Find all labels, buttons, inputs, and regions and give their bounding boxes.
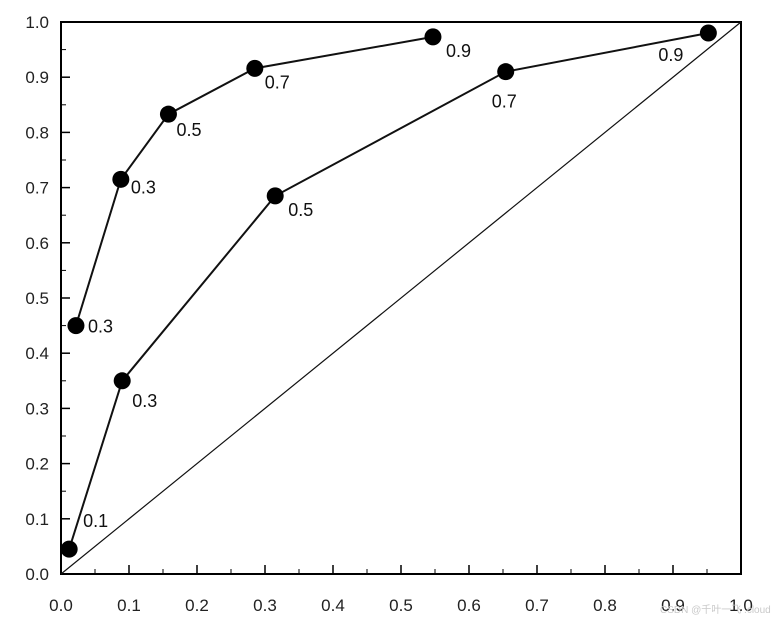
- data-label: 0.5: [176, 120, 201, 140]
- y-tick-label: 0.8: [25, 123, 49, 142]
- x-tick-label: 0.1: [117, 596, 141, 615]
- x-tick-label: 0.3: [253, 596, 277, 615]
- series-group: 0.3 0.3 0.5 0.7 0.9 0.1 0.3 0.5 0.7 0.9: [60, 24, 717, 558]
- x-tick-label: 0.0: [49, 596, 73, 615]
- y-tick-label: 0.6: [25, 234, 49, 253]
- x-tick-label: 0.2: [185, 596, 209, 615]
- y-tick-label: 0.5: [25, 289, 49, 308]
- data-label: 0.5: [288, 200, 313, 220]
- x-tick-label: 0.7: [525, 596, 549, 615]
- data-point: [67, 317, 85, 335]
- y-tick-label: 0.1: [25, 510, 49, 529]
- watermark: CSDN @千叶一飞 .cloud: [660, 604, 771, 616]
- data-point: [113, 372, 131, 390]
- data-point: [60, 540, 78, 558]
- data-label: 0.7: [492, 92, 517, 112]
- y-tick-label: 0.7: [25, 179, 49, 198]
- data-label: 0.9: [446, 41, 471, 61]
- y-tick-label: 0.9: [25, 68, 49, 87]
- reference-diagonal: [60, 21, 742, 575]
- data-label: 0.7: [265, 72, 290, 92]
- data-point: [497, 63, 515, 81]
- x-tick-label: 0.5: [389, 596, 413, 615]
- y-tick-label: 0.3: [25, 399, 49, 418]
- data-label: 0.3: [131, 177, 156, 197]
- data-point: [112, 170, 130, 188]
- data-label: 0.1: [83, 511, 108, 531]
- y-tick-label: 0.4: [25, 344, 49, 363]
- series-line: [75, 35, 434, 326]
- x-tick-label: 0.9: [661, 596, 685, 615]
- data-label: 0.9: [658, 45, 683, 65]
- axis-ticks: 0.0 0.1 0.2 0.3 0.4 0.5 0.6 0.7 0.8 0.9 1.00.00.10…: [25, 13, 752, 615]
- data-point: [159, 105, 177, 123]
- y-tick-label: 1.0: [25, 13, 49, 32]
- x-tick-label: 0.6: [457, 596, 481, 615]
- series-1: 0.3 0.3 0.5 0.7 0.9: [67, 28, 471, 337]
- data-point: [246, 59, 264, 77]
- y-tick-label: 0.2: [25, 455, 49, 474]
- series-2: 0.1 0.3 0.5 0.7 0.9: [60, 24, 717, 558]
- diagonal-reference-line: [60, 21, 742, 575]
- data-label: 0.3: [88, 317, 113, 337]
- data-point: [699, 24, 717, 42]
- x-tick-label: 0.8: [593, 596, 617, 615]
- data-label: 0.3: [132, 391, 157, 411]
- x-tick-label: 1.0: [729, 596, 753, 615]
- data-point: [424, 28, 442, 46]
- data-point: [266, 187, 284, 205]
- x-tick-label: 0.4: [321, 596, 345, 615]
- y-tick-label: 0.0: [25, 565, 49, 584]
